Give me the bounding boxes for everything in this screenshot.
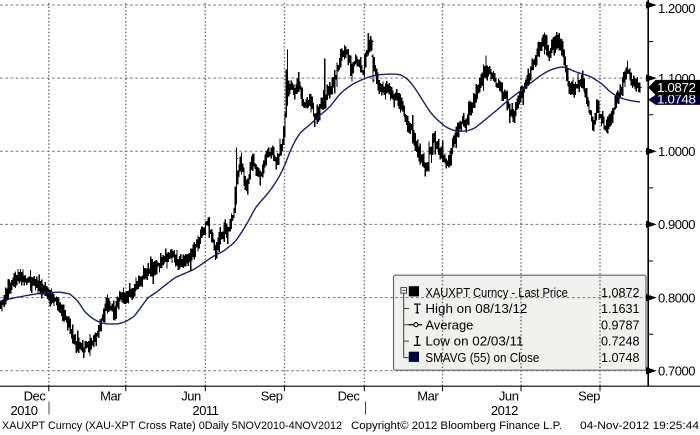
- svg-text:0.9787: 0.9787: [601, 318, 640, 332]
- svg-text:High on 08/13/12: High on 08/13/12: [425, 302, 527, 316]
- svg-text:1.2000: 1.2000: [658, 1, 695, 16]
- svg-text:1.0748: 1.0748: [657, 93, 696, 107]
- svg-text:1.0748: 1.0748: [601, 351, 640, 365]
- svg-text:1.1631: 1.1631: [601, 302, 640, 316]
- svg-text:2010: 2010: [10, 403, 37, 418]
- svg-text:Mar: Mar: [100, 389, 122, 404]
- svg-text:2011: 2011: [192, 403, 218, 418]
- svg-text:Dec: Dec: [338, 389, 361, 404]
- svg-text:Jun: Jun: [181, 389, 201, 404]
- svg-text:XAUXPT Curncy - Last Price: XAUXPT Curncy - Last Price: [425, 286, 568, 300]
- svg-text:Sep: Sep: [578, 389, 600, 404]
- svg-text:Dec: Dec: [24, 389, 47, 404]
- svg-text:1.0872: 1.0872: [657, 81, 696, 95]
- svg-text:0.8000: 0.8000: [658, 290, 695, 305]
- svg-text:0.9000: 0.9000: [658, 217, 695, 232]
- svg-text:Sep: Sep: [261, 389, 283, 404]
- svg-text:2012: 2012: [491, 403, 518, 418]
- svg-text:Copyright© 2012 Bloomberg Fina: Copyright© 2012 Bloomberg Finance L.P.: [351, 420, 562, 432]
- svg-text:0.7000: 0.7000: [658, 363, 695, 378]
- svg-text:Jun: Jun: [499, 389, 519, 404]
- svg-text:Low on 02/03/11: Low on 02/03/11: [425, 335, 523, 349]
- svg-text:Mar: Mar: [417, 389, 439, 404]
- svg-text:Average: Average: [425, 318, 473, 332]
- svg-text:SMAVG (55) on Close: SMAVG (55) on Close: [425, 351, 539, 365]
- svg-text:04-Nov-2012 19:25:44: 04-Nov-2012 19:25:44: [580, 420, 699, 432]
- svg-text:1.0872: 1.0872: [601, 286, 640, 300]
- svg-text:0.7248: 0.7248: [601, 335, 640, 349]
- svg-text:XAUXPT Curncy (XAU-XPT Cross R: XAUXPT Curncy (XAU-XPT Cross Rate) 0Dail…: [2, 420, 342, 432]
- svg-text:1.0000: 1.0000: [658, 144, 695, 159]
